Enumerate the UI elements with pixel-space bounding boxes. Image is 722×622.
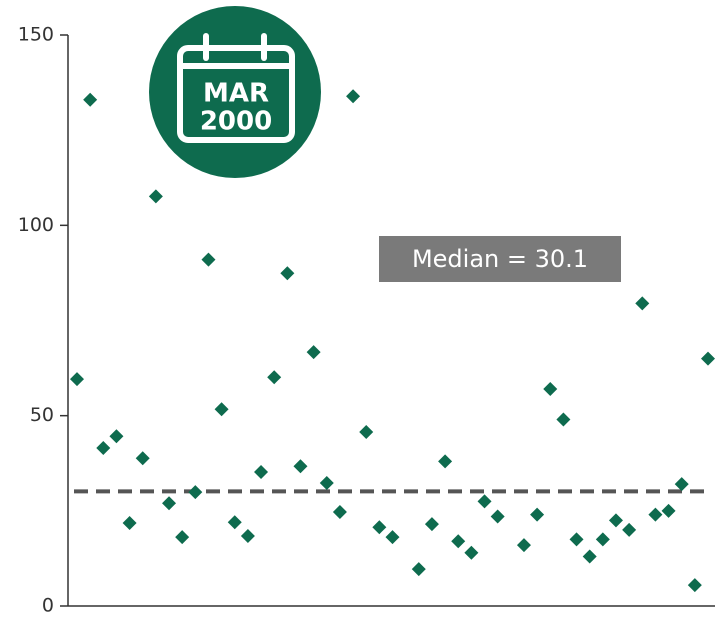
point — [254, 465, 269, 480]
point — [109, 429, 124, 444]
point — [280, 266, 295, 281]
point — [83, 92, 98, 107]
point — [687, 578, 702, 593]
point — [188, 485, 203, 500]
point — [490, 509, 505, 524]
point — [608, 513, 623, 528]
point — [201, 252, 216, 267]
point — [411, 562, 426, 577]
point — [135, 451, 150, 466]
point — [701, 351, 715, 366]
point — [464, 545, 479, 560]
point — [162, 496, 177, 511]
point — [148, 189, 163, 204]
point — [661, 503, 676, 518]
point — [175, 530, 190, 545]
point — [622, 522, 637, 537]
point — [267, 370, 282, 385]
point — [96, 441, 111, 456]
point — [543, 382, 558, 397]
point — [635, 296, 650, 311]
y-tick-label: 50 — [30, 404, 54, 426]
calendar-icon — [177, 45, 295, 143]
point — [516, 538, 531, 553]
point — [556, 412, 571, 427]
point — [385, 530, 400, 545]
point — [70, 372, 84, 387]
point — [372, 520, 387, 535]
point — [332, 504, 347, 519]
point — [306, 345, 321, 360]
point — [359, 425, 374, 440]
point — [293, 459, 308, 474]
point — [530, 507, 545, 522]
point — [569, 532, 584, 547]
annotation: Median = 30.1 — [412, 245, 588, 273]
point — [438, 454, 453, 469]
badge-month: MAR — [203, 79, 269, 109]
point — [648, 507, 663, 522]
point — [227, 515, 242, 530]
point — [451, 534, 466, 549]
annotation-box — [379, 236, 621, 282]
y-tick-label: 100 — [18, 214, 54, 236]
point — [424, 517, 439, 532]
point — [595, 532, 610, 547]
point — [319, 476, 334, 491]
point — [214, 402, 229, 417]
point — [674, 477, 689, 492]
y-tick-label: 150 — [18, 24, 54, 46]
point — [346, 89, 361, 104]
point — [582, 549, 597, 564]
badge-year: 2000 — [200, 107, 272, 137]
point — [122, 516, 137, 531]
point — [477, 494, 492, 509]
y-tick-label: 0 — [42, 595, 54, 617]
date-badge: MAR 2000 — [149, 6, 321, 178]
point — [240, 528, 255, 543]
